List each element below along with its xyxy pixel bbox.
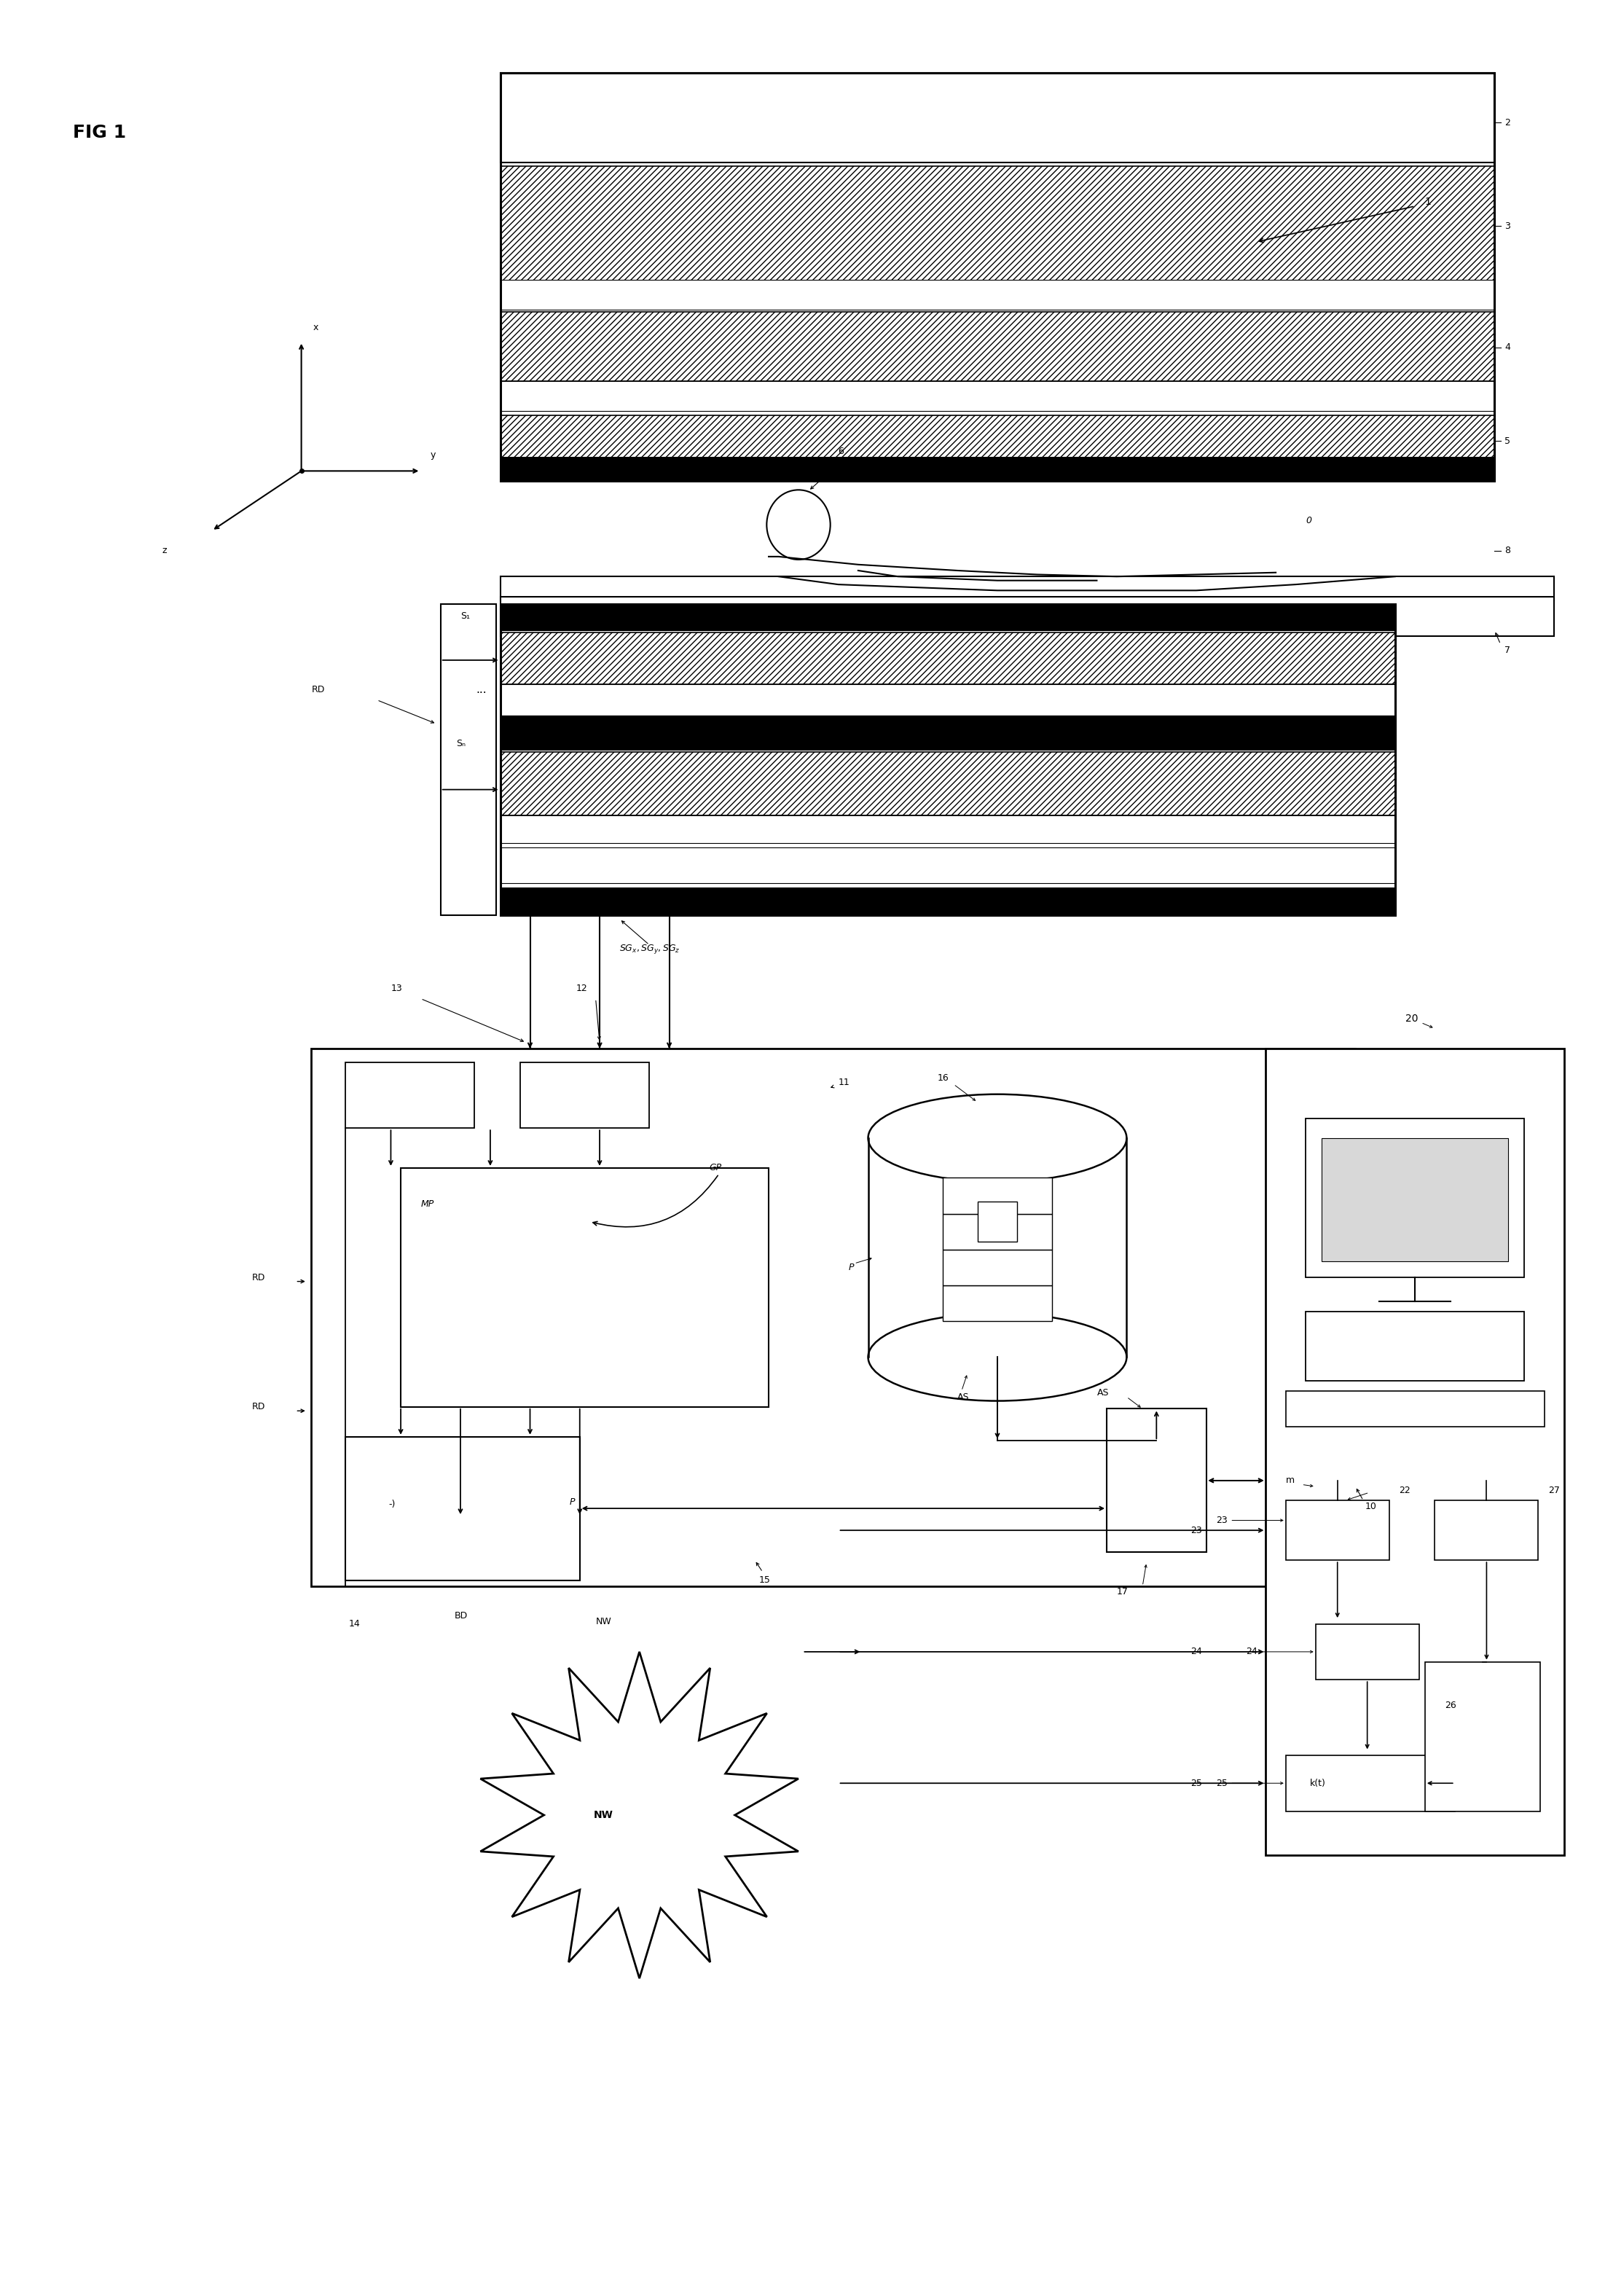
Bar: [500, 457, 1495, 480]
Bar: [500, 73, 1495, 480]
Bar: [500, 312, 1495, 381]
Text: 5: 5: [1504, 436, 1511, 445]
Bar: [345, 1063, 474, 1127]
Bar: [1425, 1662, 1540, 1812]
Text: 25: 25: [1217, 1779, 1228, 1789]
Text: 20: 20: [1405, 1013, 1418, 1024]
Text: RD: RD: [252, 1272, 265, 1281]
Text: NW: NW: [596, 1616, 612, 1626]
Text: RD: RD: [252, 1403, 265, 1412]
Text: FIG 1: FIG 1: [72, 124, 126, 142]
Text: 8: 8: [1504, 546, 1511, 556]
Bar: [1306, 1118, 1525, 1277]
Bar: [942, 1178, 1052, 1215]
FancyArrowPatch shape: [592, 1176, 717, 1226]
Text: 24: 24: [1190, 1646, 1201, 1655]
Bar: [500, 815, 1396, 843]
Text: 2: 2: [1504, 117, 1511, 126]
Bar: [1434, 1502, 1538, 1561]
Text: 10: 10: [1365, 1502, 1377, 1511]
Text: 17: 17: [1116, 1587, 1127, 1596]
Text: 13: 13: [391, 985, 402, 994]
Bar: [401, 1169, 768, 1407]
Text: 25: 25: [1190, 1779, 1203, 1789]
Text: 22: 22: [1399, 1486, 1410, 1495]
Bar: [500, 604, 1396, 631]
Bar: [311, 1049, 1356, 1587]
Bar: [500, 73, 1495, 381]
Bar: [500, 886, 1396, 916]
Bar: [500, 416, 1495, 461]
Bar: [1316, 1623, 1420, 1681]
Ellipse shape: [869, 1095, 1126, 1182]
Bar: [500, 280, 1495, 310]
Bar: [942, 1215, 1052, 1249]
Text: 23: 23: [1190, 1525, 1201, 1536]
Text: 14: 14: [350, 1619, 361, 1628]
Bar: [500, 716, 1396, 751]
Text: 12: 12: [577, 985, 588, 994]
Bar: [977, 1201, 1017, 1242]
Bar: [521, 1063, 650, 1127]
Bar: [500, 381, 1495, 411]
Bar: [1107, 1410, 1206, 1552]
Text: 7: 7: [1504, 645, 1511, 654]
Text: 27: 27: [1547, 1486, 1560, 1495]
Bar: [942, 1286, 1052, 1320]
Bar: [500, 631, 1396, 684]
Bar: [500, 684, 1396, 716]
Text: 3: 3: [1504, 220, 1511, 232]
Text: 11: 11: [838, 1077, 850, 1086]
Text: P: P: [848, 1263, 854, 1272]
Text: 16: 16: [937, 1075, 949, 1084]
Text: GP: GP: [709, 1164, 722, 1173]
Bar: [500, 847, 1396, 884]
Text: BD: BD: [455, 1612, 468, 1621]
Bar: [500, 576, 1554, 602]
Bar: [500, 604, 1396, 916]
Text: Sₙ: Sₙ: [457, 739, 466, 748]
Text: NW: NW: [594, 1809, 613, 1821]
Text: -): -): [388, 1499, 396, 1508]
Text: 1: 1: [1425, 197, 1431, 207]
Ellipse shape: [869, 1313, 1126, 1401]
Text: AS: AS: [1097, 1389, 1108, 1398]
Text: ...: ...: [476, 684, 487, 696]
Bar: [500, 597, 1554, 636]
Text: m: m: [1286, 1476, 1295, 1486]
Bar: [500, 165, 1495, 282]
Text: MP: MP: [420, 1199, 434, 1208]
Text: 4: 4: [1504, 342, 1511, 351]
Bar: [1322, 1139, 1509, 1261]
Text: k(t): k(t): [1310, 1779, 1326, 1789]
Text: 15: 15: [759, 1575, 770, 1584]
Text: z: z: [163, 546, 166, 556]
Text: 26: 26: [1445, 1701, 1456, 1711]
Text: 0: 0: [1306, 517, 1311, 526]
Text: AS: AS: [958, 1391, 969, 1401]
Bar: [441, 604, 497, 916]
Text: x: x: [313, 324, 319, 333]
Polygon shape: [481, 1651, 798, 1979]
Bar: [1286, 1502, 1389, 1561]
Text: 23: 23: [1217, 1515, 1228, 1525]
Text: $SG_x,SG_y,SG_z$: $SG_x,SG_y,SG_z$: [620, 944, 680, 955]
Bar: [500, 751, 1396, 815]
Bar: [500, 73, 1495, 163]
Text: 6: 6: [838, 445, 843, 457]
Text: y: y: [431, 450, 436, 459]
Bar: [1306, 1311, 1525, 1380]
Bar: [942, 1249, 1052, 1286]
Bar: [1286, 1391, 1544, 1426]
Text: S₁: S₁: [460, 611, 470, 622]
Text: P: P: [570, 1497, 575, 1506]
Bar: [1286, 1756, 1455, 1812]
Bar: [345, 1437, 580, 1580]
Text: 24: 24: [1246, 1646, 1257, 1655]
Bar: [1266, 1049, 1563, 1855]
Text: RD: RD: [311, 684, 324, 696]
Ellipse shape: [767, 489, 830, 560]
